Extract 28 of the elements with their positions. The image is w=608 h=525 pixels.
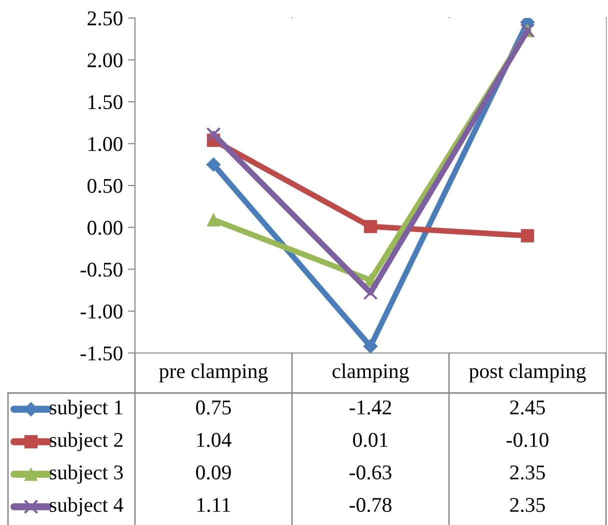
data-label: 0.01 — [353, 432, 388, 448]
legend-label: subject 3 — [50, 464, 123, 484]
data-label: 1.11 — [197, 498, 230, 512]
x-tick-label: pre clamping — [159, 364, 268, 382]
data-label: -1.42 — [350, 400, 392, 415]
y-tick-label: 0.00 — [88, 220, 122, 235]
legend-label: subject 2 — [50, 432, 122, 452]
data-label: 0.09 — [196, 465, 231, 480]
y-tick-label: -0.50 — [80, 262, 122, 277]
legend-label: subject 1 — [50, 400, 122, 419]
x-tick-label: clamping — [332, 364, 409, 382]
data-label: 2.35 — [510, 498, 545, 512]
data-label: 2.35 — [510, 465, 545, 480]
data-label: 1.04 — [197, 432, 232, 448]
legend-label: subject 4 — [50, 497, 124, 516]
data-label: -0.78 — [350, 498, 392, 512]
data-label: -0.10 — [506, 432, 548, 448]
y-tick-label: 2.00 — [88, 53, 122, 68]
data-label: 2.45 — [510, 400, 545, 415]
data-label: -0.63 — [350, 465, 392, 480]
y-tick-label: -1.00 — [80, 304, 122, 319]
x-tick-label: post clamping — [469, 364, 586, 382]
y-tick-label: -1.50 — [80, 346, 122, 361]
y-tick-label: 2.50 — [88, 11, 122, 26]
y-tick-label: 0.50 — [88, 178, 122, 194]
data-label: 0.75 — [196, 400, 231, 415]
y-tick-label: 1.00 — [88, 137, 122, 152]
y-tick-label: 1.50 — [88, 95, 122, 110]
